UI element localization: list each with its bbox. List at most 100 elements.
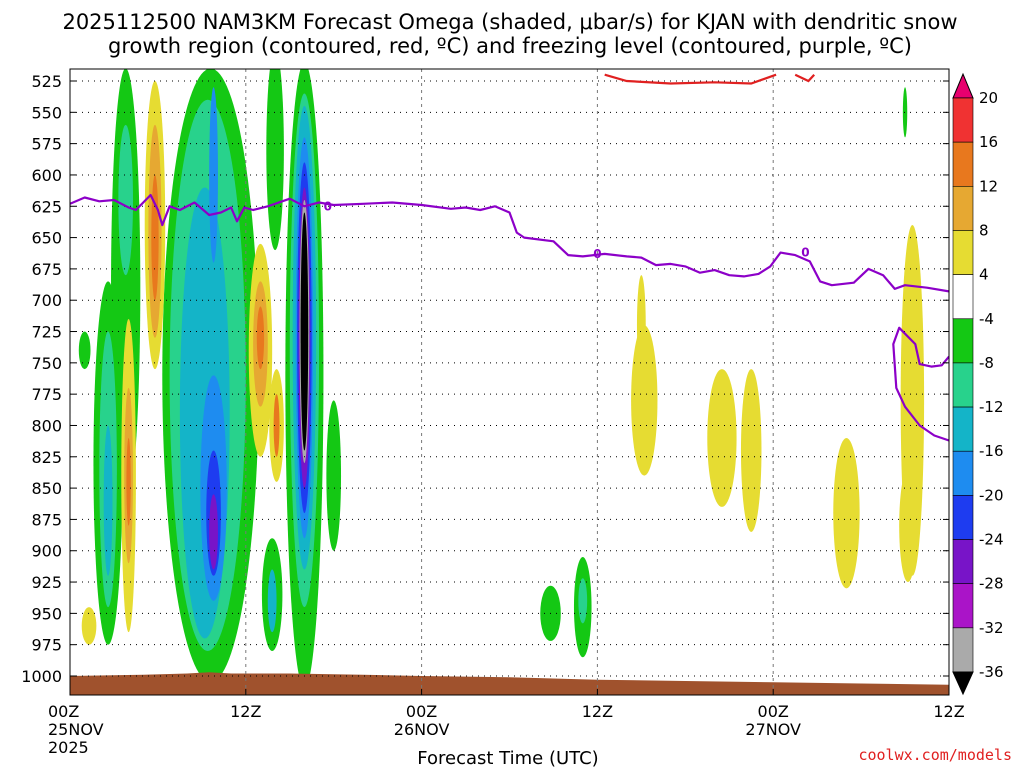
colorbar-tick-label: -32 <box>979 619 1004 637</box>
colorbar-tick-label: 20 <box>979 89 998 107</box>
colorbar-bin <box>952 318 974 364</box>
y-tick-label: 525 <box>31 72 62 91</box>
omega-region <box>326 400 342 551</box>
omega-region <box>740 369 762 532</box>
colorbar-tick-label: -24 <box>979 531 1004 549</box>
colorbar-tick-label: -4 <box>979 310 994 328</box>
omega-region <box>118 124 133 276</box>
omega-region <box>636 275 646 376</box>
y-tick-label: 625 <box>31 197 62 216</box>
colorbar-bin <box>952 72 974 99</box>
y-tick-label: 850 <box>31 479 62 498</box>
freezing-level-line <box>70 193 949 293</box>
chart-title-line2: growth region (contoured, red, ºC) and f… <box>108 34 912 58</box>
colorbar-bin <box>952 97 974 143</box>
colorbar-tick-label: -36 <box>979 663 1004 681</box>
colorbar-tick-label: -12 <box>979 398 1004 416</box>
x-tick-label: 00Z <box>406 702 437 721</box>
omega-region <box>126 438 131 526</box>
y-tick-label: 950 <box>31 604 62 623</box>
x-tick-label: 00Z <box>48 702 79 721</box>
omega-region <box>833 438 860 589</box>
colorbar-bin <box>952 141 974 187</box>
colorbar-tick-label: 4 <box>979 266 989 284</box>
y-tick-label: 800 <box>31 416 62 435</box>
freezing-level-label: 0 <box>593 247 601 261</box>
omega-region <box>103 425 113 576</box>
omega-region <box>266 69 284 251</box>
colorbar-tick-label: -16 <box>979 442 1004 460</box>
freezing-level-line <box>892 326 949 442</box>
dgz-contour-line <box>604 73 777 85</box>
y-tick-label: 925 <box>31 573 62 592</box>
y-tick-label: 700 <box>31 291 62 310</box>
y-tick-label: 825 <box>31 448 62 467</box>
y-axis-ticks: 525 550 575 600 625 650 675 700 725 750 775 800 825 8… <box>21 72 949 686</box>
dgz-contour-line <box>794 73 816 83</box>
x-tick-label: 12Z <box>230 702 261 721</box>
colorbar-bin <box>952 495 974 540</box>
terrain-layer <box>70 672 949 695</box>
colorbar: 20 16 12 8 4 -4 -8 -12 -16 -20 -24 -28 -32 -36 <box>952 72 1004 696</box>
y-tick-label: 750 <box>31 354 62 373</box>
omega-region <box>707 369 737 507</box>
terrain-surface <box>70 672 949 695</box>
omega-region <box>256 306 265 370</box>
y-tick-label: 650 <box>31 229 62 248</box>
x-tick-label: 00Z <box>758 702 789 721</box>
colorbar-bin <box>952 671 974 696</box>
omega-region <box>267 569 277 633</box>
y-tick-label: 875 <box>31 510 62 529</box>
y-tick-label: 900 <box>31 542 62 561</box>
freezing-level-label: 0 <box>324 199 332 213</box>
grid-layer <box>70 69 949 695</box>
y-tick-label: 550 <box>31 103 62 122</box>
omega-shading-layer <box>78 69 925 689</box>
colorbar-bin <box>952 274 974 320</box>
colorbar-tick-label: -8 <box>979 354 994 372</box>
colorbar-tick-label: 8 <box>979 221 989 239</box>
plot-frame <box>69 68 950 696</box>
x-tick-label: 26NOV <box>394 720 450 739</box>
colorbar-tick-label: -28 <box>979 575 1004 593</box>
colorbar-bin <box>952 627 974 673</box>
freezing-level-label: 0 <box>801 246 809 260</box>
x-axis-label: Forecast Time (UTC) <box>417 748 598 768</box>
colorbar-bin <box>952 406 974 452</box>
colorbar-tick-label: 16 <box>979 133 998 151</box>
credit-text: coolwx.com/models <box>858 746 1012 764</box>
omega-region <box>209 494 218 570</box>
omega-region <box>899 469 917 583</box>
colorbar-bin <box>952 539 974 584</box>
x-tick-label: 25NOV <box>48 720 104 739</box>
colorbar-bin <box>952 583 974 629</box>
y-tick-label: 600 <box>31 166 62 185</box>
contour-layer: 0 0 0 <box>70 73 949 442</box>
y-tick-label: 675 <box>31 260 62 279</box>
x-tick-label: 2025 <box>48 738 89 757</box>
omega-region <box>78 331 91 370</box>
omega-region <box>273 394 280 457</box>
colorbar-bin <box>952 362 974 408</box>
omega-region <box>631 325 658 476</box>
x-tick-label: 12Z <box>933 702 964 721</box>
omega-region <box>209 87 218 263</box>
colorbar-bin <box>952 186 974 231</box>
x-tick-label: 27NOV <box>745 720 801 739</box>
y-tick-label: 775 <box>31 385 62 404</box>
omega-region <box>578 578 588 624</box>
y-tick-label: 725 <box>31 323 62 342</box>
colorbar-bin <box>952 450 974 496</box>
y-tick-label: 1000 <box>21 667 62 686</box>
colorbar-tick-label: -20 <box>979 486 1004 504</box>
y-tick-label: 575 <box>31 135 62 154</box>
omega-region <box>902 87 908 138</box>
y-tick-label: 975 <box>31 636 62 655</box>
chart-title-line1: 2025112500 NAM3KM Forecast Omega (shaded… <box>62 10 957 34</box>
x-tick-label: 12Z <box>582 702 613 721</box>
colorbar-bin <box>952 230 974 275</box>
omega-region <box>81 607 97 645</box>
colorbar-tick-label: 12 <box>979 177 998 195</box>
